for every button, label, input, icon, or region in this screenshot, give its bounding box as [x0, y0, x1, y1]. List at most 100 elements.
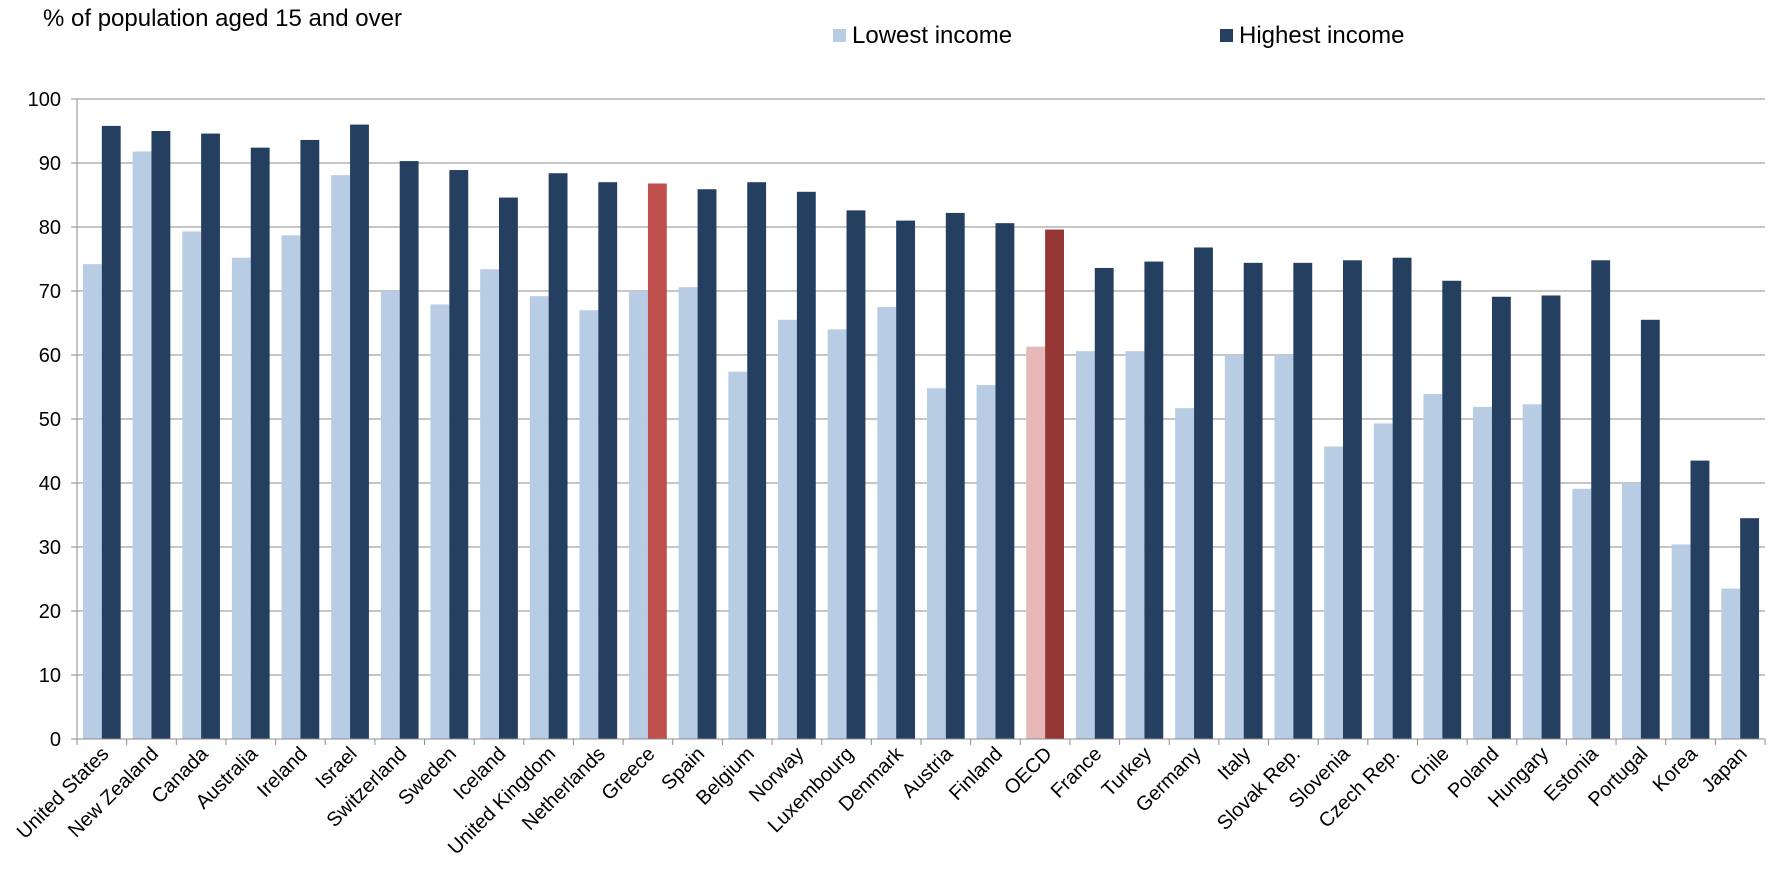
- bar-lowest-income-netherlands: [579, 310, 599, 739]
- bar-highest-income-israel: [350, 124, 369, 740]
- bar-highest-income-turkey: [1144, 261, 1164, 739]
- y-tick-labels: 0 10 20 30 40 50 60 70 80 90 100: [28, 89, 77, 751]
- bar-lowest-income-israel: [331, 175, 351, 739]
- bar-lowest-income-oecd: [1026, 346, 1046, 739]
- bar-highest-income-united-kingdom: [548, 173, 568, 740]
- bar-highest-income-denmark: [896, 220, 916, 740]
- x-tick-label-france: France: [1047, 743, 1107, 803]
- y-tick-label-50: 50: [39, 409, 61, 431]
- y-tick-label-70: 70: [39, 281, 61, 303]
- bar-highest-income-slovak-rep: [1293, 262, 1313, 739]
- bar-highest-income-france: [1094, 267, 1114, 739]
- bar-highest-income-japan: [1740, 518, 1760, 739]
- bar-lowest-income-korea: [1671, 544, 1691, 739]
- bar-highest-income-belgium: [747, 182, 767, 739]
- bar-lowest-income-sweden: [430, 304, 450, 739]
- bar-highest-income-slovenia: [1343, 260, 1362, 739]
- bar-lowest-income-hungary: [1522, 404, 1542, 739]
- bar-lowest-income-canada: [182, 231, 202, 740]
- bar-lowest-income-turkey: [1125, 351, 1145, 739]
- y-tick-label-40: 40: [39, 473, 61, 495]
- bar-lowest-income-france: [1075, 351, 1095, 739]
- bar-highest-income-poland: [1491, 296, 1511, 739]
- x-tick-label-finland: Finland: [945, 743, 1007, 805]
- axes: [76, 99, 1766, 745]
- bar-lowest-income-czech-rep: [1373, 423, 1393, 739]
- bar-highest-income-sweden: [449, 170, 469, 740]
- y-tick-label-0: 0: [50, 729, 61, 751]
- bar-highest-income-oecd: [1045, 229, 1064, 739]
- y-tick-label-100: 100: [28, 89, 61, 111]
- bar-highest-income-chile: [1442, 280, 1462, 739]
- bar-lowest-income-iceland: [480, 269, 499, 739]
- bar-highest-income-germany: [1194, 247, 1213, 740]
- bar-lowest-income-denmark: [877, 307, 897, 739]
- x-tick-label-greece: Greece: [598, 743, 660, 805]
- legend-label-highest-income: Highest income: [1239, 22, 1404, 49]
- bar-lowest-income-estonia: [1572, 488, 1592, 739]
- bar-highest-income-estonia: [1591, 260, 1611, 739]
- y-tick-label-60: 60: [39, 345, 61, 367]
- bar-lowest-income-new-zealand: [132, 151, 152, 740]
- bar-lowest-income-norway: [778, 319, 797, 739]
- bar-highest-income-spain: [697, 189, 717, 740]
- bar-highest-income-luxembourg: [846, 210, 866, 740]
- bar-lowest-income-spain: [678, 287, 698, 739]
- legend-swatch-highest-income: [1220, 29, 1233, 42]
- bar-highest-income-finland: [995, 223, 1015, 739]
- bar-highest-income-australia: [250, 147, 270, 739]
- bar-highest-income-korea: [1690, 460, 1710, 739]
- y-tick-label-20: 20: [39, 601, 61, 623]
- bar-lowest-income-japan: [1721, 588, 1741, 739]
- gridlines: [77, 98, 1765, 676]
- bar-lowest-income-greece: [629, 291, 648, 739]
- bar-lowest-income-slovenia: [1324, 446, 1343, 739]
- y-tick-label-80: 80: [39, 217, 61, 239]
- bars: [82, 124, 1760, 740]
- legend-label-lowest-income: Lowest income: [852, 22, 1012, 49]
- bar-highest-income-czech-rep: [1392, 257, 1412, 739]
- bar-lowest-income-poland: [1473, 406, 1492, 739]
- bar-lowest-income-austria: [926, 388, 946, 739]
- bar-highest-income-netherlands: [598, 182, 618, 739]
- x-tick-label-italy: Italy: [1214, 743, 1255, 784]
- x-tick-label-korea: Korea: [1649, 742, 1703, 796]
- bar-highest-income-hungary: [1541, 295, 1561, 739]
- bar-lowest-income-australia: [231, 257, 251, 739]
- y-tick-label-10: 10: [39, 665, 61, 687]
- bar-lowest-income-chile: [1423, 394, 1443, 739]
- y-axis-label: % of population aged 15 and over: [43, 5, 402, 32]
- bar-lowest-income-united-states: [82, 264, 102, 739]
- bar-lowest-income-germany: [1175, 408, 1195, 739]
- y-tick-label-90: 90: [39, 153, 61, 175]
- bar-highest-income-united-states: [101, 125, 121, 739]
- bar-highest-income-norway: [796, 191, 816, 740]
- x-tick-label-oecd: OECD: [1000, 743, 1056, 799]
- bar-lowest-income-portugal: [1622, 483, 1641, 739]
- bar-lowest-income-united-kingdom: [529, 296, 549, 739]
- bar-lowest-income-slovak-rep: [1274, 355, 1294, 739]
- bar-highest-income-canada: [201, 133, 220, 739]
- bar-highest-income-ireland: [300, 139, 320, 739]
- bar-lowest-income-luxembourg: [827, 329, 847, 739]
- y-tick-label-30: 30: [39, 537, 61, 559]
- bar-lowest-income-ireland: [281, 235, 301, 739]
- bar-highest-income-switzerland: [399, 161, 419, 739]
- bar-highest-income-austria: [945, 212, 965, 740]
- bar-highest-income-iceland: [499, 197, 518, 739]
- bar-highest-income-greece: [647, 183, 667, 740]
- bar-highest-income-portugal: [1640, 319, 1660, 739]
- x-tick-label-japan: Japan: [1698, 743, 1752, 797]
- bar-lowest-income-belgium: [728, 371, 748, 739]
- bar-lowest-income-italy: [1224, 355, 1244, 739]
- bar-lowest-income-switzerland: [380, 291, 400, 739]
- bar-highest-income-italy: [1243, 262, 1263, 739]
- bar-highest-income-new-zealand: [151, 131, 171, 739]
- bar-lowest-income-finland: [976, 385, 996, 739]
- x-tick-label-ireland: Ireland: [253, 743, 312, 802]
- legend: Lowest income Highest income: [833, 22, 1404, 49]
- legend-swatch-lowest-income: [833, 29, 846, 42]
